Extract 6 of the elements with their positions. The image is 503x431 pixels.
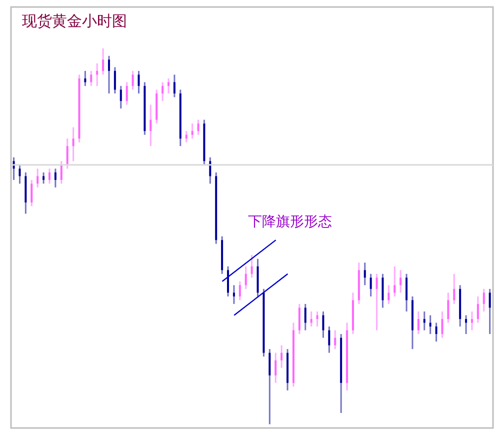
annotation: 下降旗形形态 [248,213,332,231]
candlestick [48,168,50,184]
candlestick [168,78,170,94]
candlestick [108,55,110,94]
candlestick [227,266,230,298]
chart-title: 现货黄金小时图 [22,12,127,31]
